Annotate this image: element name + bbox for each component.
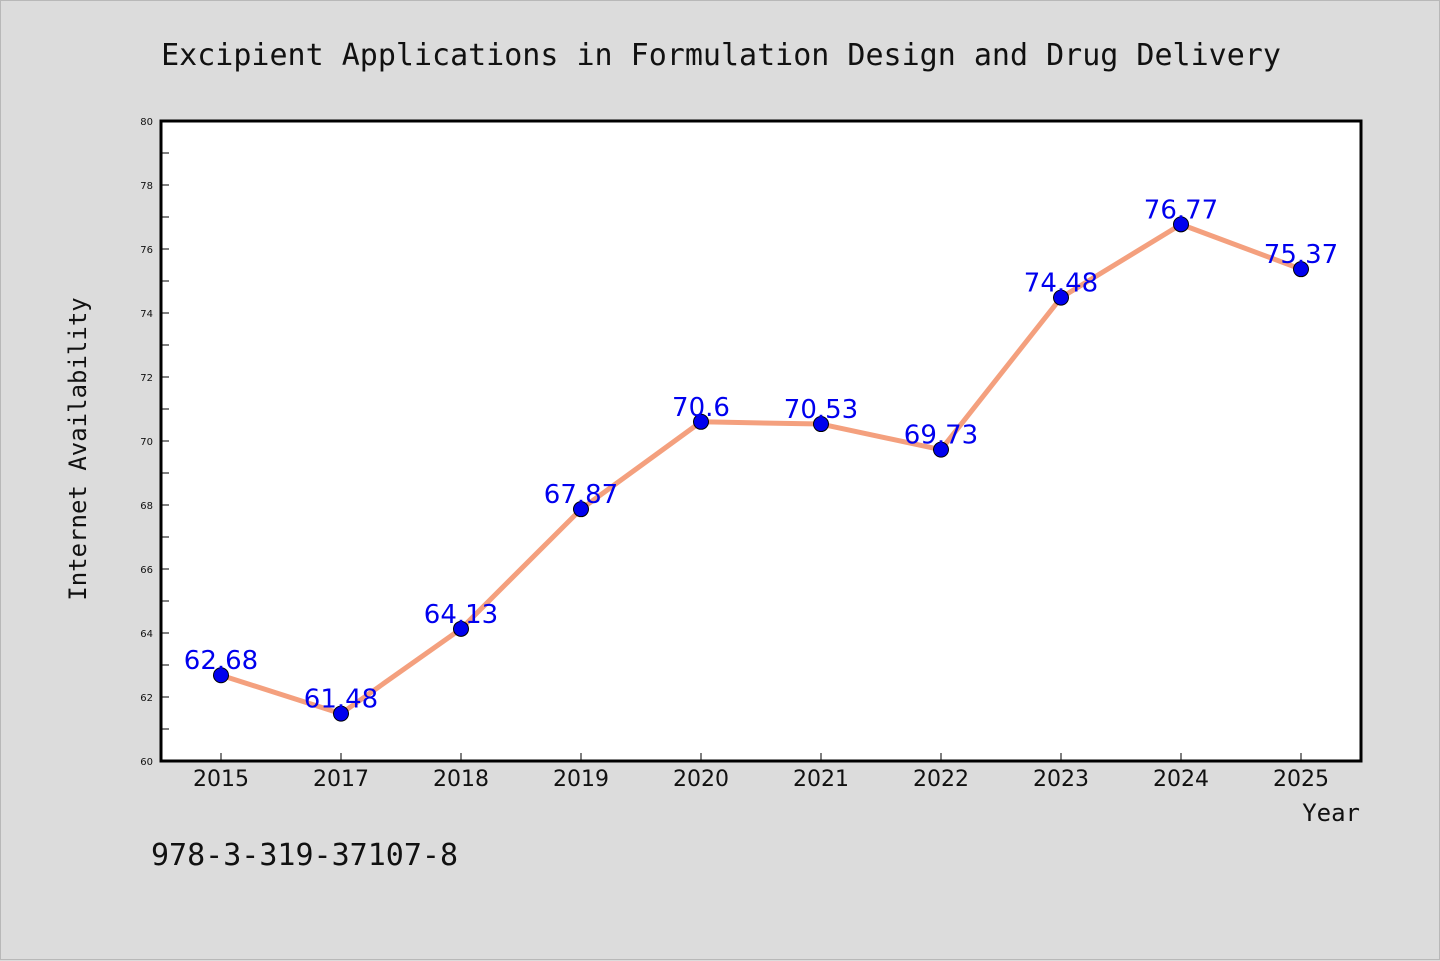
- data-label: 62.68: [184, 646, 258, 676]
- y-tick-label: 62: [140, 693, 153, 704]
- data-label: 70.6: [672, 393, 730, 423]
- x-axis: 2015 2017 2018 2019 2020 2021 2022 2023 2024 2025: [193, 753, 1329, 792]
- chart-title: Excipient Applications in Formulation De…: [161, 38, 1281, 73]
- data-label: 69.73: [904, 421, 978, 451]
- y-tick-label: 76: [140, 245, 153, 256]
- plot-area: [159, 119, 1363, 763]
- data-label: 64.13: [424, 600, 498, 630]
- data-label: 70.53: [784, 395, 858, 425]
- data-point: [453, 620, 469, 637]
- footer-code: 978-3-319-37107-8: [151, 838, 458, 873]
- data-labels: 62.68 61.48 64.13 67.87 70.6 70.53 69.73 74.48 7…: [184, 195, 1338, 714]
- y-tick-label: 60: [140, 757, 153, 768]
- x-tick-label: 2023: [1033, 767, 1089, 792]
- x-tick-label: 2022: [913, 767, 969, 792]
- y-tick-label: 64: [140, 629, 153, 640]
- data-point: [1173, 216, 1189, 233]
- series-line: [220, 221, 1302, 717]
- data-label: 67.87: [544, 480, 618, 510]
- x-tick-label: 2024: [1153, 767, 1209, 792]
- y-tick-label: 74: [140, 309, 153, 320]
- data-point: [573, 501, 589, 518]
- y-tick-label: 66: [140, 565, 153, 576]
- data-markers: [213, 216, 1309, 722]
- x-tick-label: 2019: [553, 767, 609, 792]
- data-label: 76.77: [1144, 195, 1218, 225]
- y-tick-label: 70: [140, 437, 153, 448]
- data-point: [213, 667, 229, 684]
- y-axis: 60 62 64 66 68 70 72 74 76 78 80: [140, 117, 169, 768]
- x-tick-label: 2025: [1273, 767, 1329, 792]
- y-tick-label: 68: [140, 501, 153, 512]
- x-tick-label: 2015: [193, 767, 249, 792]
- x-axis-label: Year: [1302, 799, 1360, 827]
- x-tick-label: 2018: [433, 767, 489, 792]
- data-point: [933, 441, 949, 458]
- data-label: 75.37: [1264, 240, 1338, 270]
- data-point: [1293, 261, 1309, 278]
- data-point: [1053, 289, 1069, 306]
- y-tick-label: 78: [140, 181, 153, 192]
- data-label: 74.48: [1024, 269, 1098, 299]
- data-label: 61.48: [304, 685, 378, 715]
- data-point: [813, 416, 829, 433]
- x-tick-label: 2017: [313, 767, 369, 792]
- y-tick-label: 80: [140, 117, 153, 128]
- y-axis-label: Internet Availability: [64, 297, 92, 600]
- y-tick-label: 72: [140, 373, 153, 384]
- data-point: [693, 413, 709, 430]
- x-tick-label: 2021: [793, 767, 849, 792]
- data-point: [333, 705, 349, 722]
- x-tick-label: 2020: [673, 767, 729, 792]
